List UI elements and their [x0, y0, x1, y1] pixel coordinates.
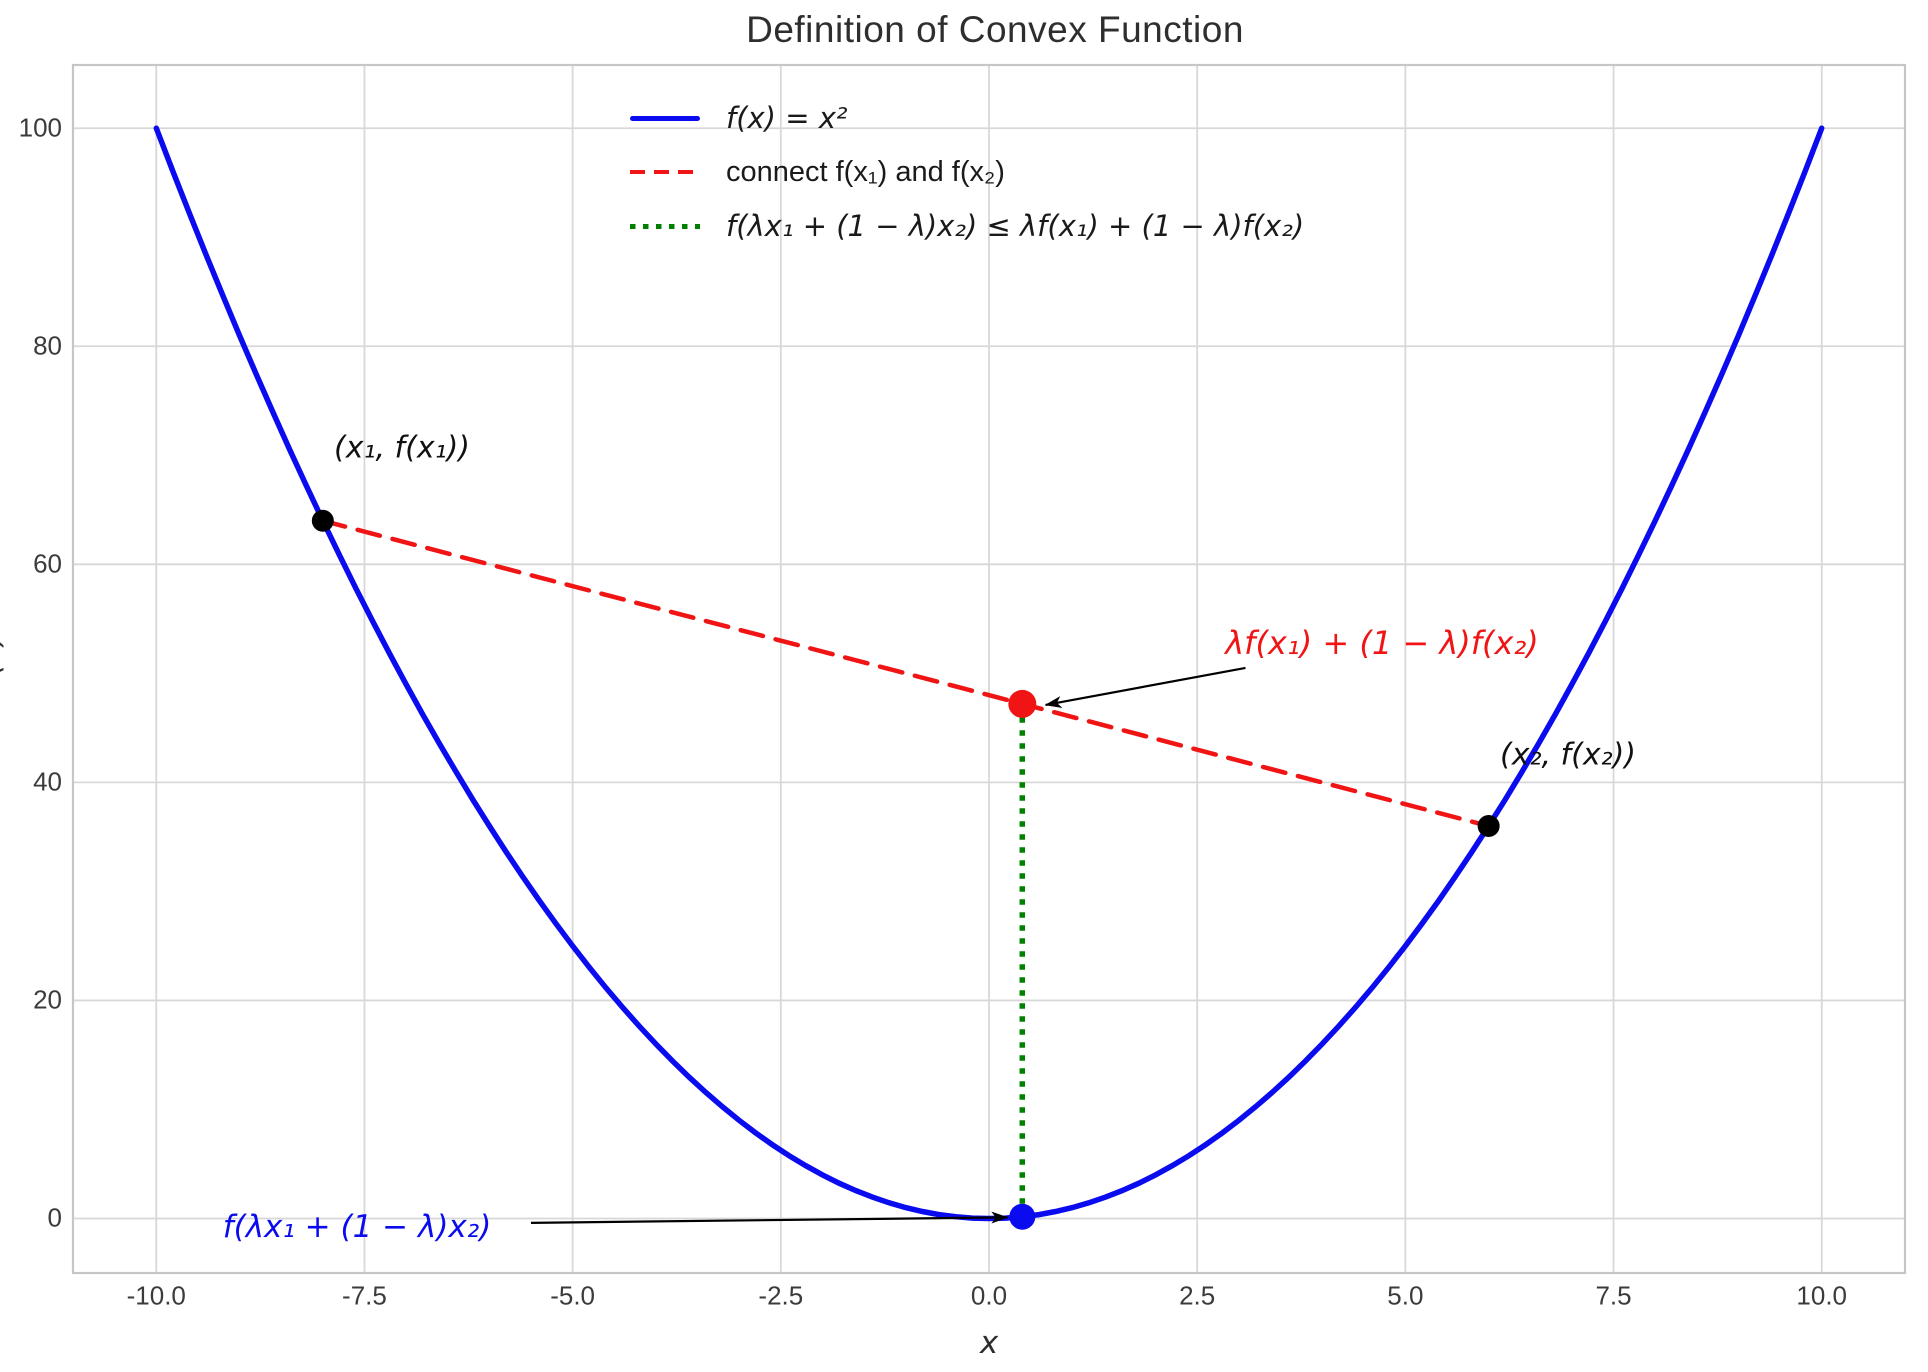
- chord-line: [320, 518, 1491, 829]
- x-tick-label: 10.0: [1796, 1280, 1848, 1311]
- y-tick-label: 80: [33, 330, 62, 361]
- y-tick-label: 100: [18, 112, 62, 143]
- legend-item-inequality: f(λx₁ + (1 − λ)x₂) ≤ λf(x₁) + (1 − λ)f(x…: [630, 199, 1304, 253]
- x-tick-label: 7.5: [1595, 1280, 1632, 1311]
- data-point: [311, 509, 334, 532]
- x-tick-label: 0.0: [970, 1280, 1008, 1311]
- x-tick-label: -2.5: [758, 1280, 804, 1311]
- point1-label: (x₁, f(x₁)): [333, 430, 471, 466]
- y-tick-label: 40: [33, 766, 62, 797]
- y-tick-label: 20: [33, 984, 62, 1015]
- data-point: [1008, 689, 1037, 718]
- x-tick-label: 5.0: [1387, 1280, 1424, 1311]
- chord-value-annotation: λf(x₁) + (1 − λ)f(x₂): [1225, 624, 1539, 662]
- legend-item-curve: f(x) = x²: [630, 91, 1304, 145]
- blue-solid-line-swatch: [630, 115, 700, 121]
- red-dashed-line-swatch: [630, 169, 700, 175]
- legend-item-chord: connect f(x₁) and f(x₂): [630, 145, 1304, 199]
- annotation-arrow: [1044, 666, 1246, 708]
- annotation-arrow: [530, 1211, 1009, 1224]
- legend: f(x) = x² connect f(x₁) and f(x₂) f(λx₁ …: [630, 91, 1304, 253]
- x-axis-label: x: [979, 1325, 999, 1361]
- legend-label-inequality: f(λx₁ + (1 − λ)x₂) ≤ λf(x₁) + (1 − λ)f(x…: [726, 209, 1305, 243]
- point2-label: (x₂, f(x₂)): [1499, 737, 1637, 773]
- legend-label-chord: connect f(x₁) and f(x₂): [726, 155, 1005, 188]
- y-axis-label: f(x): [0, 634, 8, 686]
- data-point: [1477, 814, 1500, 837]
- x-tick-label: 2.5: [1179, 1280, 1216, 1311]
- x-tick-label: -5.0: [550, 1280, 596, 1311]
- x-tick-label: -7.5: [342, 1280, 387, 1311]
- x-tick-label: -10.0: [126, 1280, 186, 1311]
- data-point: [1009, 1203, 1036, 1230]
- function-value-annotation: f(λx₁ + (1 − λ)x₂): [222, 1209, 492, 1245]
- chart-title: Definition of Convex Function: [746, 9, 1244, 50]
- axes-frame: [71, 63, 1907, 1275]
- legend-label-curve: f(x) = x²: [726, 101, 848, 135]
- green-dotted-line-swatch: [630, 223, 700, 229]
- y-tick-label: 60: [33, 548, 62, 579]
- y-tick-label: 0: [47, 1202, 62, 1233]
